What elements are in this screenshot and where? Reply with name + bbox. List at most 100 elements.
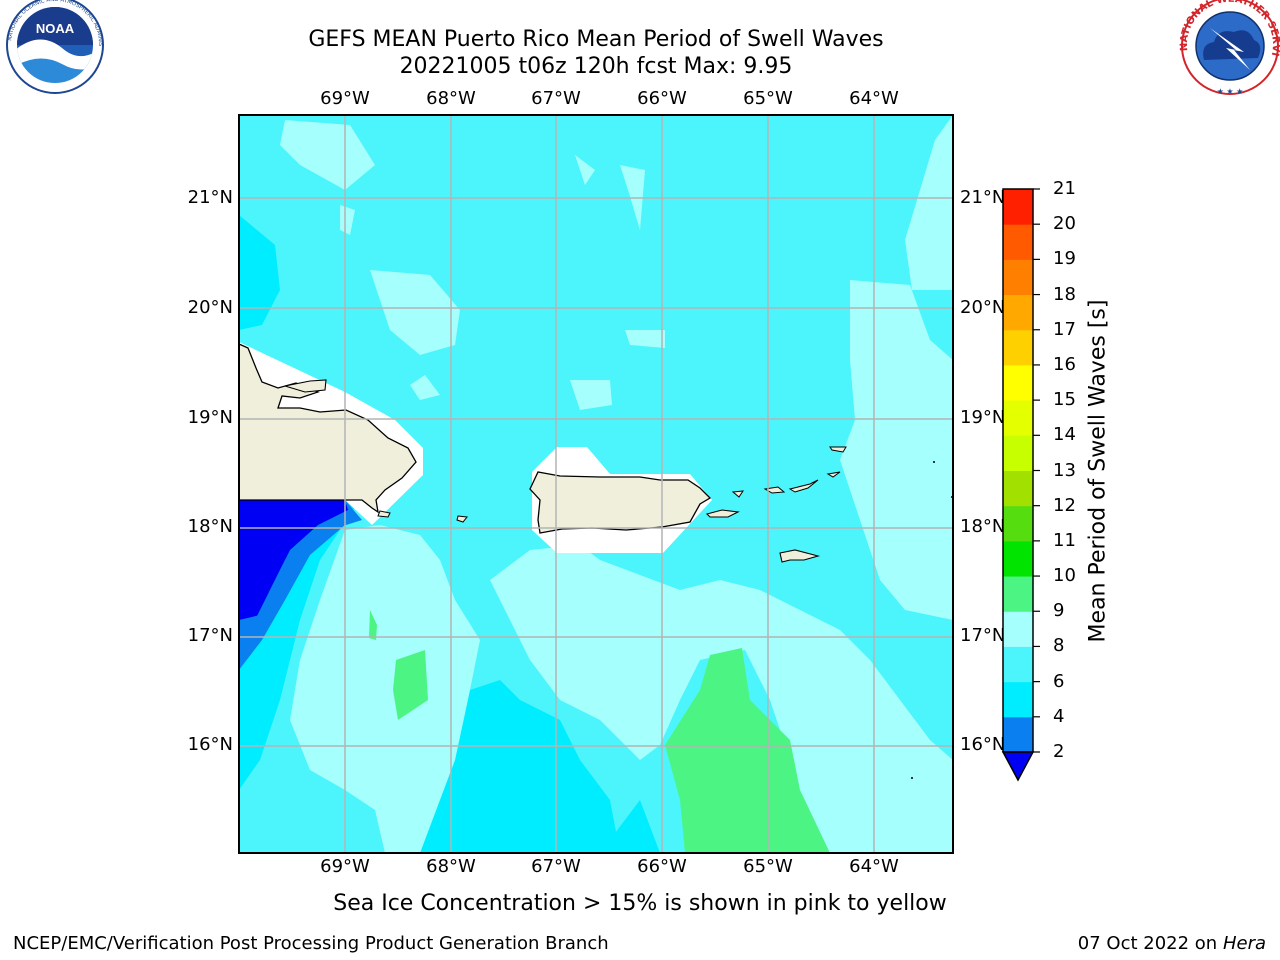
colorbar-tick-label: 2 — [1053, 741, 1065, 762]
lon-label-bottom: 64°W — [849, 856, 899, 877]
colorbar-label: Mean Period of Swell Waves [s] — [1085, 299, 1111, 643]
lat-label-right: 19°N — [960, 407, 1006, 428]
colorbar-segment — [1003, 576, 1033, 612]
lat-label-left: 19°N — [187, 407, 233, 428]
colorbar-tick-label: 11 — [1053, 529, 1076, 551]
contour-8-9 — [575, 155, 595, 185]
contour-4-6 — [420, 680, 620, 853]
map-title: GEFS MEAN Puerto Rico Mean Period of Swe… — [308, 27, 884, 52]
lon-label-top: 64°W — [849, 88, 899, 109]
land-saona — [377, 510, 391, 518]
svg-text:★ ★ ★: ★ ★ ★ — [1217, 87, 1244, 96]
colorbar-tick-label: 9 — [1053, 600, 1065, 622]
lon-label-top: 67°W — [531, 88, 581, 109]
lat-label-right: 20°N — [960, 297, 1006, 318]
colorbar-segment — [1003, 294, 1033, 331]
colorbar-tick-label: 19 — [1053, 248, 1076, 270]
colorbar-tick-label: 18 — [1053, 283, 1076, 305]
colorbar-tick-label: 16 — [1053, 353, 1076, 375]
lat-label-left: 20°N — [187, 297, 233, 318]
lon-label-top: 66°W — [637, 88, 687, 109]
contour-8-9 — [340, 205, 355, 235]
lat-label-left: 18°N — [187, 516, 233, 537]
colorbar-segment — [1003, 646, 1033, 683]
colorbar-segment — [1003, 681, 1033, 718]
land-st-croix — [779, 549, 821, 563]
colorbar-tick-label: 15 — [1053, 389, 1076, 411]
colorbar-segment — [1003, 259, 1033, 296]
lon-label-bottom: 65°W — [743, 856, 793, 877]
colorbar-tick-label: 8 — [1053, 635, 1065, 657]
land-virgin-gorda — [826, 471, 841, 478]
lat-label-right: 18°N — [960, 516, 1006, 537]
colorbar-tick-label: 12 — [1053, 494, 1076, 516]
colorbar-segment — [1003, 329, 1033, 366]
lat-label-left: 17°N — [187, 625, 233, 646]
colorbar-segment — [1003, 435, 1033, 471]
contour-4-6 — [239, 215, 280, 330]
swell-period-field — [239, 115, 953, 853]
contour-8-9 — [490, 545, 953, 853]
contour-8-9 — [570, 380, 612, 410]
land-anegada — [829, 446, 847, 453]
contour-8-9 — [905, 115, 953, 290]
sea-ice-note: Sea Ice Concentration > 15% is shown in … — [333, 891, 947, 916]
colorbar-segment — [1003, 470, 1033, 507]
lat-label-left: 21°N — [187, 187, 233, 208]
colorbar-segment — [1003, 364, 1033, 401]
contour-9-10 — [665, 648, 830, 853]
lat-label-right: 21°N — [960, 187, 1006, 208]
lat-label-right: 17°N — [960, 625, 1006, 646]
graticule — [239, 115, 953, 853]
generation-date: 07 Oct 2022 on Hera — [1078, 933, 1266, 954]
map-subtitle: 20221005 t06z 120h fcst Max: 9.95 — [399, 54, 793, 79]
colorbar-segment — [1003, 505, 1033, 542]
colorbar-tick-label: 17 — [1053, 318, 1076, 340]
lon-label-bottom: 68°W — [426, 856, 476, 877]
land-st-john-tortola — [788, 479, 819, 493]
lon-label-top: 69°W — [320, 88, 370, 109]
contour-4-6 — [600, 800, 660, 853]
contour-8-9 — [410, 375, 440, 400]
colorbar-segment — [1003, 540, 1033, 577]
noaa-logo-text: NOAA — [36, 21, 75, 36]
colorbar-tick-label: 13 — [1053, 459, 1076, 481]
colorbar-tick-label: 4 — [1053, 705, 1065, 727]
colorbar-tick-label: 21 — [1053, 178, 1076, 199]
colorbar-segment — [1003, 716, 1033, 753]
land-puerto-rico — [529, 471, 712, 534]
producer-credit: NCEP/EMC/Verification Post Processing Pr… — [13, 933, 609, 954]
colorbar-tick-label: 14 — [1053, 424, 1076, 446]
land-vieques — [705, 509, 740, 518]
lat-label-left: 16°N — [187, 734, 233, 755]
colorbar-segment — [1003, 611, 1033, 647]
land-culebra — [731, 490, 745, 498]
lon-label-top: 68°W — [426, 88, 476, 109]
land-hispaniola — [239, 343, 417, 514]
contour-8-9 — [290, 525, 480, 853]
colorbar-segment — [1003, 400, 1033, 436]
contour-9-10 — [369, 610, 377, 640]
colorbar-segment — [1003, 189, 1033, 225]
contour-below-2 — [239, 500, 348, 635]
map-frame — [238, 114, 954, 854]
land-mona — [456, 515, 468, 523]
contour-8-9 — [840, 280, 953, 620]
colorbar-tick-label: 10 — [1053, 565, 1076, 587]
colorbar-tick-label: 6 — [1053, 670, 1065, 692]
lon-label-bottom: 69°W — [320, 856, 370, 877]
contour-8-9 — [625, 330, 665, 348]
lat-label-right: 16°N — [960, 734, 1006, 755]
system-name: Hera — [1222, 933, 1266, 954]
lon-label-bottom: 67°W — [531, 856, 581, 877]
contour-8-9 — [280, 120, 375, 190]
contour-2-4 — [239, 520, 350, 670]
land-st-thomas — [763, 486, 786, 494]
contour-8-9 — [370, 270, 460, 355]
colorbar-tick-label: 20 — [1053, 213, 1076, 235]
lon-label-top: 65°W — [743, 88, 793, 109]
noaa-logo: NOAA NATIONAL OCEANIC AND ATMOSPHERIC AD… — [0, 0, 104, 94]
lon-label-bottom: 66°W — [637, 856, 687, 877]
